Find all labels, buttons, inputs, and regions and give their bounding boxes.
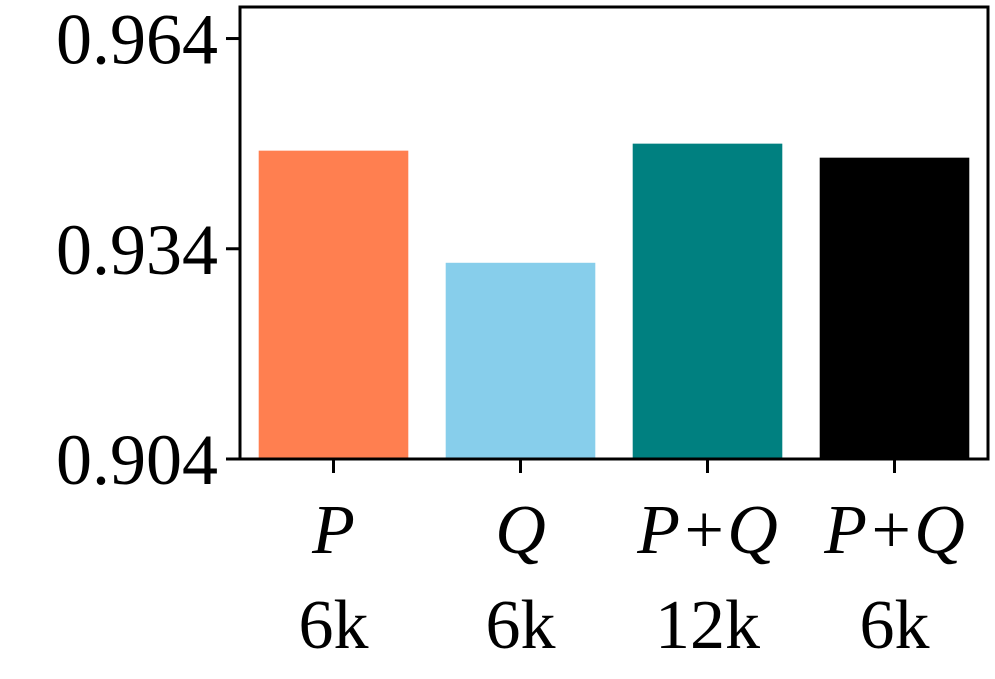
plot-frame [238,5,990,461]
x-tick-sublabel-1: 6k [299,587,369,664]
y-tick-label-1: 0.904 [56,420,218,500]
bars-group [258,143,970,459]
bar-1 [258,150,409,459]
x-tick-label-4: P+Q [823,492,965,569]
y-axis: 0.904 0.934 0.964 [56,0,240,500]
bar-3 [632,143,783,459]
x-tick-sublabel-3: 12k [655,587,760,664]
x-axis: P 6k Q 6k P+Q 12k P+Q 6k [299,459,965,664]
bar-4 [819,157,970,459]
bar-2 [445,262,596,459]
y-tick-label-3: 0.964 [56,0,218,80]
x-tick-sublabel-2: 6k [486,587,556,664]
x-tick-label-1: P [311,492,355,569]
x-tick-label-2: Q [495,492,546,569]
y-tick-label-2: 0.934 [56,210,218,290]
x-tick-sublabel-4: 6k [860,587,930,664]
x-tick-label-3: P+Q [636,492,778,569]
